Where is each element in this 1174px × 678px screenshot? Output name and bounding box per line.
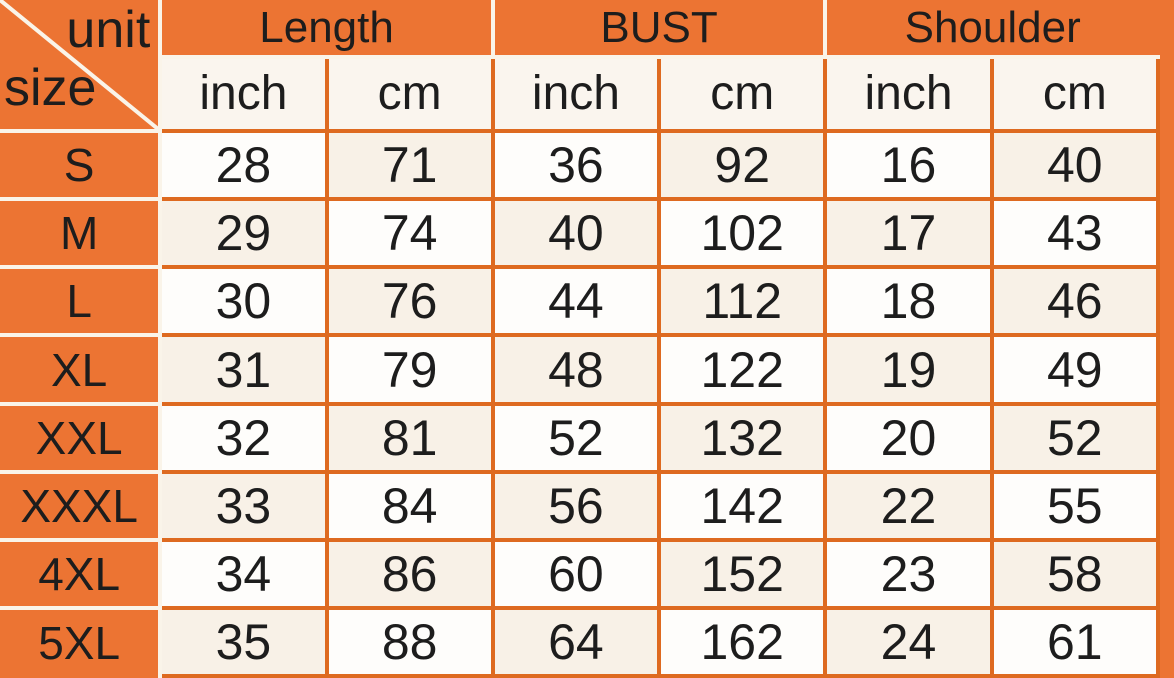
measurement-cell: 132 [657,401,828,474]
measurement-cell: 40 [989,129,1161,202]
measurement-cell: 112 [657,265,828,338]
size-row-label: XL [0,333,163,404]
measurement-cell: 52 [989,401,1161,474]
measurement-cell: 142 [657,469,828,542]
measurement-cell: 152 [657,537,828,610]
size-row-label: 4XL [0,537,163,608]
measurement-cell: 20 [823,401,994,474]
measurement-cell: 58 [989,537,1161,610]
measurement-cell: 84 [324,469,495,542]
table-row-m: M 29 74 40 102 17 43 [0,197,1161,270]
column-group-bust: BUST [490,0,826,60]
column-group-shoulder: Shoulder [823,0,1158,60]
measurement-cell: 61 [989,605,1161,678]
measurement-cell: 43 [989,197,1161,270]
measurement-cell: 28 [158,129,329,202]
size-row-label: M [0,197,163,268]
measurement-cell: 88 [324,605,495,678]
diagonal-divider-line [0,0,158,129]
measurement-cell: 55 [989,469,1161,542]
unit-header-shoulder-inch: inch [823,55,994,134]
measurement-cell: 76 [324,265,495,338]
unit-header-bust-inch: inch [490,55,662,134]
table-row-xxl: XXL 32 81 52 132 20 52 [0,401,1161,474]
table-row-5xl: 5XL 35 88 64 162 24 61 [0,605,1161,678]
measurement-cell: 17 [823,197,994,270]
measurement-cell: 86 [324,537,495,610]
measurement-cell: 23 [823,537,994,610]
measurement-cell: 102 [657,197,828,270]
measurement-cell: 30 [158,265,329,338]
measurement-cell: 122 [657,333,828,406]
measurement-cell: 29 [158,197,329,270]
unit-header-bust-cm: cm [657,55,828,134]
group-header-row: unit size Length BUST Shoulder [0,0,1158,134]
column-group-length: Length [158,0,493,60]
measurement-cell: 16 [823,129,994,202]
measurement-cell: 24 [823,605,994,678]
table-row-4xl: 4XL 34 86 60 152 23 58 [0,537,1161,610]
measurement-cell: 31 [158,333,329,406]
unit-header-length-cm: cm [324,55,495,134]
corner-size-label: size [4,59,97,117]
measurement-cell: 46 [989,265,1161,338]
table-row-s: S 28 71 36 92 16 40 [0,129,1161,202]
corner-unit-label: unit [66,1,151,59]
size-row-label: L [0,265,163,336]
table-row-xxxl: XXXL 33 84 56 142 22 55 [0,469,1161,542]
table-row-l: L 30 76 44 112 18 46 [0,265,1161,338]
size-row-label: XXL [0,401,163,472]
measurement-cell: 49 [989,333,1161,406]
table-row-xl: XL 31 79 48 122 19 49 [0,333,1161,406]
unit-header-length-inch: inch [158,55,329,134]
size-row-label: XXXL [0,469,163,540]
measurement-cell: 162 [657,605,828,678]
corner-cell: unit size [0,0,163,134]
measurement-cell: 18 [823,265,994,338]
unit-header-row: inch cm inch cm inch cm [0,55,1161,134]
measurement-cell: 22 [823,469,994,542]
measurement-cell: 34 [158,537,329,610]
measurement-cell: 79 [324,333,495,406]
measurement-cell: 48 [490,333,662,406]
size-row-label: S [0,129,163,200]
measurement-cell: 56 [490,469,662,542]
unit-header-shoulder-cm: cm [989,55,1161,134]
measurement-cell: 81 [324,401,495,474]
measurement-cell: 52 [490,401,662,474]
measurement-cell: 64 [490,605,662,678]
size-row-label: 5XL [0,605,163,676]
measurement-cell: 92 [657,129,828,202]
measurement-cell: 35 [158,605,329,678]
measurement-cell: 44 [490,265,662,338]
measurement-cell: 71 [324,129,495,202]
measurement-cell: 36 [490,129,662,202]
measurement-cell: 60 [490,537,662,610]
measurement-cell: 40 [490,197,662,270]
measurement-cell: 33 [158,469,329,542]
measurement-cell: 32 [158,401,329,474]
measurement-cell: 19 [823,333,994,406]
measurement-cell: 74 [324,197,495,270]
